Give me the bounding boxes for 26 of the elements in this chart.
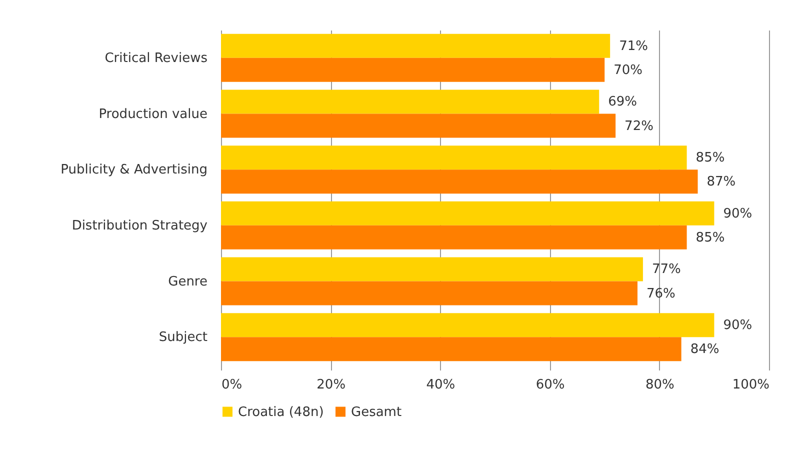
data-label: 87% (706, 174, 736, 190)
x-tick-label: 20% (316, 378, 346, 392)
legend-label: Gesamt (351, 404, 402, 420)
legend-label: Croatia (48n) (238, 404, 324, 420)
data-label: 69% (608, 94, 638, 110)
y-tick-label: Production value (98, 106, 208, 122)
data-label: 90% (723, 206, 752, 222)
data-label: 71% (619, 38, 648, 54)
data-label: 84% (690, 342, 720, 358)
x-tick-label: 0% (222, 378, 242, 392)
data-label: 77% (652, 262, 681, 278)
x-tick-label: 40% (426, 378, 456, 392)
data-label: 70% (614, 62, 643, 78)
x-tick-label: 80% (645, 378, 674, 392)
x-tick-label: 60% (536, 378, 565, 392)
y-tick-label: Publicity & Advertising (60, 162, 208, 178)
data-label: 72% (624, 118, 654, 134)
y-tick-label: Genre (168, 274, 208, 290)
y-tick-label: Distribution Strategy (72, 218, 208, 234)
y-tick-label: Critical Reviews (104, 50, 208, 66)
y-tick-label: Subject (158, 330, 208, 346)
x-tick-label: 100% (732, 378, 770, 392)
data-label: 90% (723, 318, 752, 334)
data-label: 85% (696, 230, 725, 246)
data-label: 85% (696, 150, 725, 166)
data-label: 76% (646, 286, 676, 302)
